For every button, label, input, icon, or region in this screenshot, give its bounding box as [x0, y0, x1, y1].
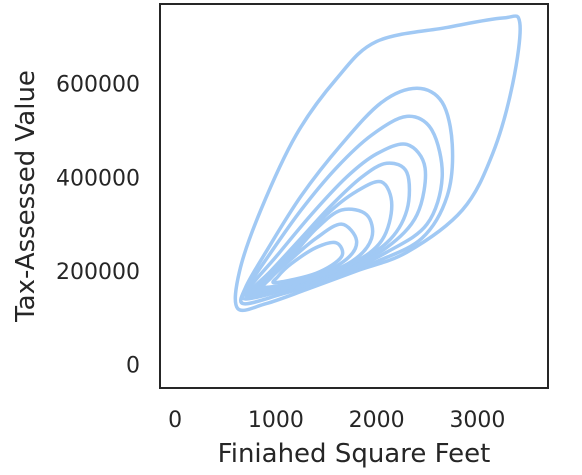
y-tick-label: 0: [126, 354, 140, 379]
y-tick-label: 400000: [56, 166, 140, 191]
y-tick-label: 200000: [56, 260, 140, 285]
contour-level-9: [271, 240, 345, 285]
y-axis-label: Tax-Assessed Value: [11, 70, 41, 323]
x-tick-label: 3000: [449, 408, 505, 433]
x-tick-label: 1000: [248, 408, 304, 433]
x-axis-label: Finiahed Square Feet: [218, 439, 491, 469]
x-tick-label: 0: [168, 408, 182, 433]
plot-frame: [159, 3, 549, 389]
plot-area-background: [160, 4, 548, 388]
y-ticks-layer: 0 200000 400000 600000: [56, 73, 140, 379]
contour-level-8: [261, 222, 359, 290]
x-tick-label: 2000: [349, 408, 405, 433]
contour-level-4: [243, 142, 428, 299]
y-tick-label: 600000: [56, 73, 140, 98]
contour-level-3: [240, 114, 444, 301]
contours-layer: [233, 14, 522, 313]
x-ticks-layer: 0 1000 2000 3000: [168, 408, 505, 433]
